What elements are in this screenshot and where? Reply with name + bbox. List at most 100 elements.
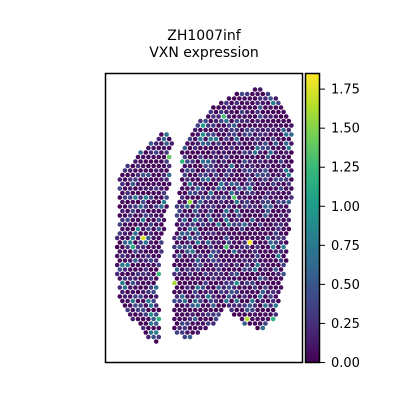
expression-spot	[117, 258, 123, 263]
expression-spot	[263, 150, 268, 155]
expression-spot	[130, 181, 136, 187]
expression-spot	[140, 163, 146, 169]
expression-spot	[276, 118, 281, 124]
expression-spot	[226, 123, 232, 128]
expression-spot	[208, 307, 214, 313]
expression-spot	[120, 172, 125, 178]
expression-spot	[164, 132, 169, 137]
expression-spot	[242, 204, 247, 209]
expression-spot	[177, 190, 182, 196]
expression-spot	[187, 262, 193, 268]
expression-spot	[260, 109, 266, 115]
expression-spot	[192, 271, 198, 277]
expression-spot	[117, 195, 123, 200]
expression-spot	[211, 195, 216, 200]
expression-spot	[117, 177, 123, 182]
expression-spot	[138, 186, 143, 191]
expression-spot	[281, 253, 286, 259]
expression-spot	[257, 204, 263, 209]
expression-spot	[289, 195, 294, 200]
expression-spot	[135, 316, 141, 322]
expression-spot	[198, 199, 203, 205]
expression-spot	[234, 154, 240, 160]
expression-spot	[283, 195, 289, 200]
expression-spot	[239, 217, 245, 223]
expression-spot	[216, 132, 221, 137]
expression-spot	[172, 316, 177, 322]
expression-spot	[252, 240, 258, 245]
expression-spot	[270, 298, 276, 304]
expression-spot	[216, 276, 221, 281]
expression-spot	[226, 177, 232, 182]
expression-spot	[172, 271, 177, 277]
expression-spot	[153, 195, 159, 200]
expression-spot	[148, 321, 154, 326]
expression-spot	[273, 96, 279, 101]
expression-spot	[156, 235, 162, 241]
expression-spot	[216, 294, 221, 299]
expression-spot	[127, 204, 133, 209]
expression-spot	[133, 249, 138, 254]
expression-spot	[281, 145, 286, 151]
expression-spot	[276, 217, 281, 223]
expression-spot	[242, 186, 247, 191]
expression-spot	[120, 190, 125, 196]
expression-spot	[135, 289, 141, 295]
expression-spot	[143, 330, 149, 335]
expression-spot	[156, 145, 162, 151]
expression-spot	[135, 172, 141, 178]
expression-spot	[234, 289, 240, 295]
expression-spot	[224, 181, 229, 187]
expression-spot	[283, 123, 289, 128]
expression-spot	[234, 244, 240, 250]
expression-spot	[122, 258, 128, 263]
expression-spot	[127, 168, 133, 173]
expression-spot	[278, 186, 284, 191]
expression-spot	[265, 145, 271, 151]
expression-spot	[218, 100, 224, 106]
expression-spot	[283, 132, 289, 137]
expression-spot	[146, 244, 151, 250]
expression-spot	[205, 303, 211, 308]
expression-spot	[143, 312, 149, 317]
expression-spot	[244, 199, 250, 205]
expression-spot	[268, 195, 273, 200]
expression-spot	[205, 195, 211, 200]
expression-spot	[125, 307, 130, 313]
expression-spot	[146, 181, 151, 187]
expression-spot	[190, 249, 195, 254]
expression-spot	[231, 168, 237, 173]
expression-spot	[179, 168, 185, 173]
expression-spot	[276, 280, 281, 286]
expression-spot	[250, 118, 255, 124]
expression-spot	[283, 186, 289, 191]
expression-spot	[198, 118, 203, 124]
expression-spot	[133, 294, 138, 299]
expression-spot	[242, 258, 247, 263]
expression-spot	[138, 240, 143, 245]
expression-spot	[120, 181, 125, 187]
expression-spot	[218, 226, 224, 232]
expression-spot	[237, 267, 242, 272]
expression-spot	[148, 141, 154, 146]
expression-spot	[156, 181, 162, 187]
expression-spot	[273, 114, 279, 119]
expression-spot	[252, 96, 258, 101]
expression-spot	[205, 294, 211, 299]
expression-spot	[151, 253, 156, 259]
expression-spot	[151, 145, 156, 151]
expression-spot	[260, 298, 266, 304]
expression-spot	[192, 235, 198, 241]
expression-spot	[130, 253, 136, 259]
expression-spot	[231, 267, 237, 272]
expression-spot	[195, 285, 201, 290]
expression-spot	[224, 244, 229, 250]
expression-spot	[159, 159, 164, 164]
expression-spot	[140, 280, 146, 286]
expression-spot	[237, 96, 242, 101]
expression-spot	[179, 186, 185, 191]
expression-spot	[122, 285, 128, 290]
expression-spot	[237, 141, 242, 146]
expression-spot	[278, 195, 284, 200]
expression-spot	[281, 262, 286, 268]
